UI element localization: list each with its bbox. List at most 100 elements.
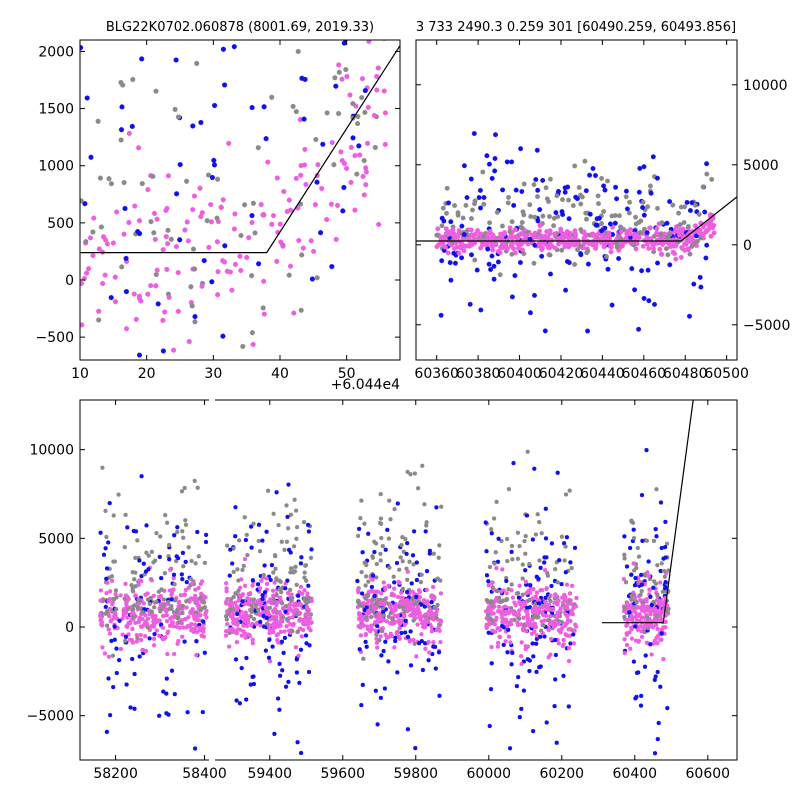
bottom-data-point — [631, 527, 636, 532]
top-right-data-point — [447, 229, 453, 235]
bottom-data-point — [662, 586, 668, 591]
bottom-data-point — [193, 561, 198, 566]
bottom-data-point — [245, 552, 250, 558]
top-left-data-point — [136, 352, 143, 358]
bottom-data-point — [112, 610, 118, 616]
bottom-data-point — [528, 590, 533, 595]
bottom-data-point — [523, 551, 528, 556]
top-left-data-point — [256, 261, 262, 267]
bottom-data-point — [304, 578, 309, 583]
bottom-data-point — [431, 551, 436, 556]
bottom-data-point — [519, 706, 524, 712]
bottom-data-point — [274, 576, 279, 581]
bottom-data-point — [293, 645, 299, 650]
bottom-data-point — [378, 521, 384, 527]
bottom-data-point — [372, 549, 377, 555]
top-left-data-point — [256, 391, 261, 396]
bottom-data-point — [662, 544, 668, 550]
top-right-data-point — [547, 176, 553, 182]
bottom-data-point — [640, 615, 646, 620]
top-right-data-point — [629, 266, 635, 272]
bottom-data-point — [167, 557, 172, 562]
bottom-data-point — [382, 686, 388, 691]
bottom-data-point — [289, 608, 294, 613]
bottom-data-point — [375, 645, 380, 650]
top-left-data-point — [311, 248, 317, 254]
bottom-data-point — [531, 606, 536, 611]
bottom-data-point — [502, 604, 508, 609]
top-left-data-point — [118, 127, 125, 133]
bottom-data-point — [267, 630, 272, 636]
bottom-data-point — [114, 607, 119, 612]
bottom-data-point — [527, 668, 532, 674]
top-left-data-point — [336, 62, 342, 68]
top-right-panel: 6036060380604006042060440604606048060500… — [414, 39, 790, 382]
bottom-data-point — [651, 538, 657, 544]
bottom-data-point — [568, 601, 573, 606]
top-right-data-point — [519, 239, 525, 245]
top-right-data-point — [567, 241, 573, 247]
bottom-data-point — [379, 591, 384, 596]
bottom-data-point — [138, 632, 143, 638]
bottom-data-point — [248, 524, 254, 529]
bottom-data-point — [487, 723, 492, 729]
top-right-data-point — [468, 176, 474, 182]
top-left-data-point — [359, 95, 365, 101]
bottom-data-point — [104, 729, 110, 735]
top-left-data-point — [222, 82, 228, 88]
bottom-data-point — [388, 631, 393, 636]
bottom-data-point — [563, 570, 568, 575]
bottom-data-point — [263, 605, 269, 611]
top-right-data-point — [492, 168, 498, 174]
bottom-data-point — [504, 591, 509, 596]
bottom-data-point — [271, 608, 276, 614]
bottom-data-point — [355, 578, 360, 584]
bottom-data-point — [169, 606, 174, 612]
bottom-data-point — [183, 518, 188, 523]
bottom-data-point — [192, 478, 197, 484]
top-left-data-point — [214, 239, 220, 245]
bottom-data-point — [175, 555, 181, 561]
top-left-x-tick-label: 30 — [204, 366, 222, 382]
bottom-data-point — [513, 611, 518, 616]
bottom-data-point — [114, 646, 119, 651]
top-left-data-point — [106, 176, 112, 182]
bottom-data-point — [125, 594, 130, 600]
bottom-data-point — [485, 612, 491, 618]
bottom-data-point — [397, 580, 402, 585]
bottom-data-point — [569, 583, 575, 589]
bottom-data-point — [663, 555, 668, 560]
bottom-data-point — [196, 554, 201, 559]
top-right-data-point — [596, 201, 601, 207]
top-right-data-point — [452, 203, 458, 209]
bottom-data-point — [653, 526, 658, 532]
top-left-y-tick-label: −500 — [36, 330, 74, 346]
bottom-data-point — [123, 581, 128, 587]
bottom-data-point — [533, 532, 539, 537]
bottom-data-point — [225, 543, 230, 548]
top-right-data-point — [478, 307, 484, 313]
bottom-data-point — [234, 639, 240, 645]
bottom-data-point — [556, 621, 561, 626]
bottom-data-point — [392, 645, 397, 650]
bottom-data-point — [410, 596, 415, 602]
bottom-data-point — [661, 568, 667, 574]
top-right-data-point — [560, 197, 565, 203]
bottom-data-point — [412, 471, 418, 476]
top-right-data-point — [609, 302, 615, 308]
bottom-data-point — [506, 634, 512, 639]
top-right-data-point — [451, 250, 457, 256]
top-left-data-point — [261, 278, 267, 284]
bottom-data-point — [193, 610, 199, 615]
bottom-data-point — [540, 631, 545, 636]
bottom-data-point — [288, 566, 294, 571]
bottom-data-point — [488, 686, 494, 692]
bottom-data-point — [638, 598, 643, 603]
bottom-data-point — [241, 563, 246, 569]
bottom-data-point — [273, 566, 278, 571]
bottom-data-point — [411, 529, 417, 534]
bottom-data-point — [388, 602, 393, 607]
bottom-data-point — [143, 620, 148, 625]
top-left-data-point — [153, 283, 159, 289]
bottom-data-point — [410, 553, 416, 558]
